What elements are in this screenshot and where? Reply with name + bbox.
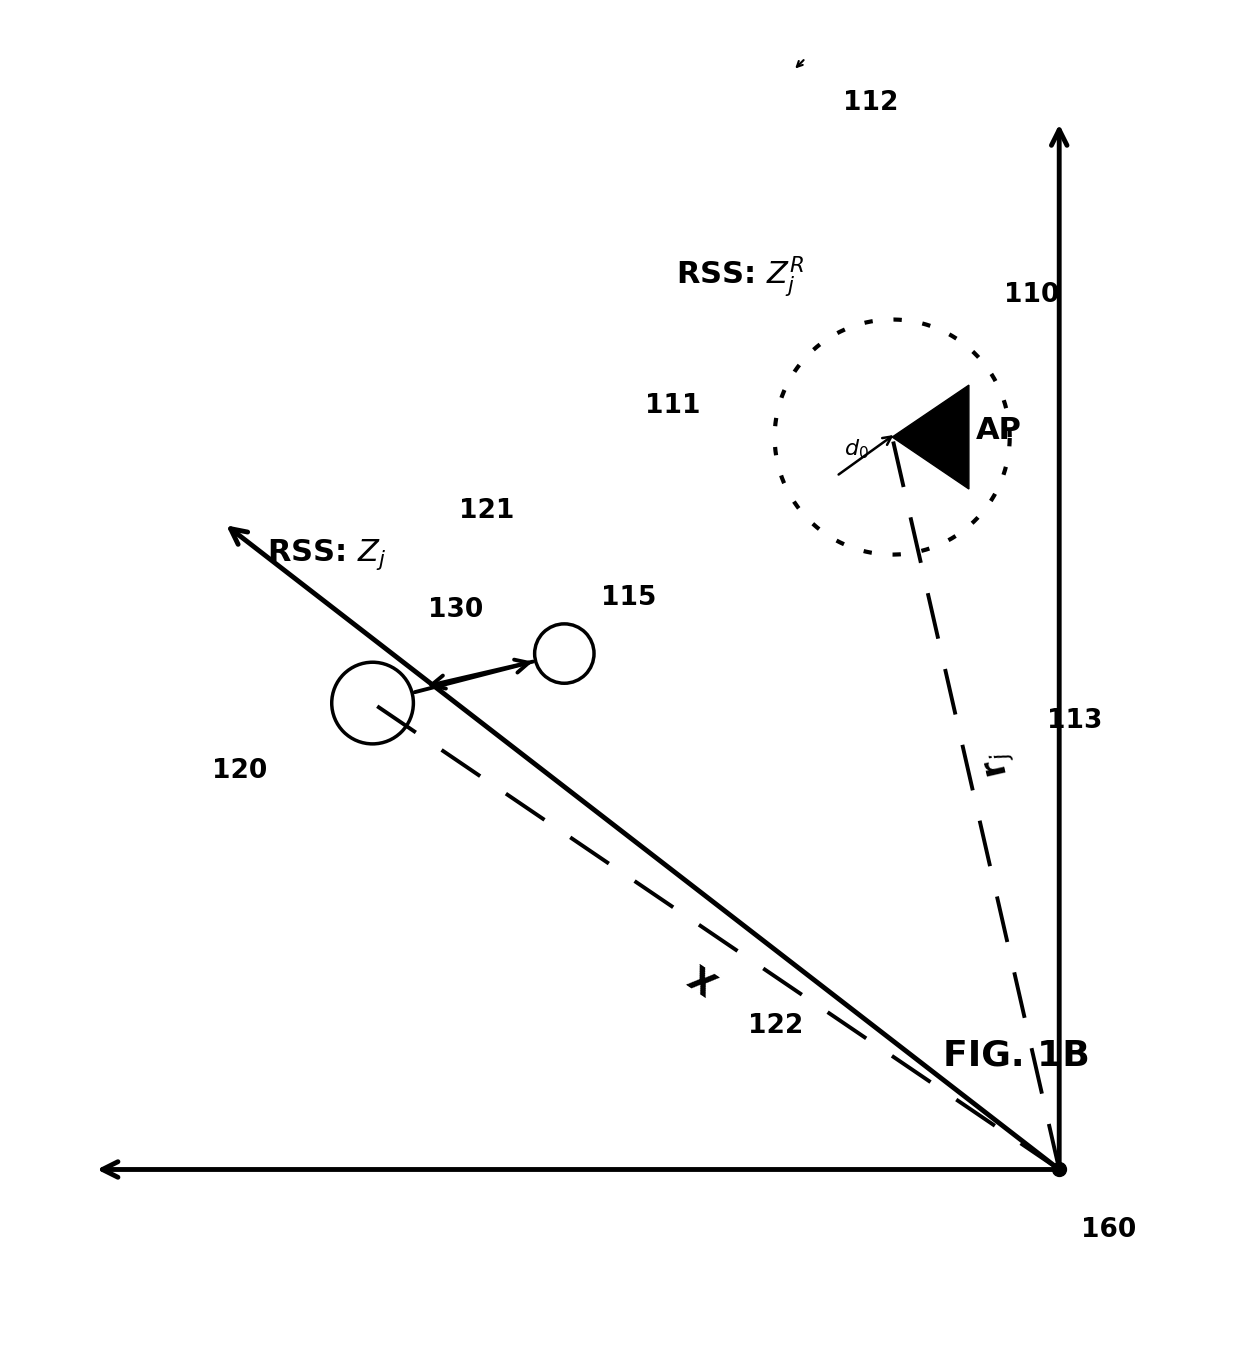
Text: FIG. 1B: FIG. 1B [942,1039,1089,1073]
Text: $\mathbf{X}$: $\mathbf{X}$ [684,956,725,998]
Text: 115: 115 [601,585,657,611]
Text: 113: 113 [1047,708,1102,734]
Text: AP: AP [976,416,1022,445]
Text: 111: 111 [645,393,701,419]
Text: 160: 160 [1081,1217,1137,1243]
Text: RSS: $Z_j$: RSS: $Z_j$ [268,537,387,572]
Text: 110: 110 [1003,282,1059,308]
Text: $\mathbf{r}_j$: $\mathbf{r}_j$ [981,747,1019,780]
Text: 112: 112 [843,90,898,116]
Text: $d_0$: $d_0$ [843,438,869,461]
Text: 121: 121 [459,498,515,524]
Text: 130: 130 [429,597,484,623]
Text: 120: 120 [212,758,268,784]
Polygon shape [893,385,968,489]
Text: RSS: $Z_j^R$: RSS: $Z_j^R$ [676,253,804,298]
Text: 122: 122 [748,1013,804,1039]
